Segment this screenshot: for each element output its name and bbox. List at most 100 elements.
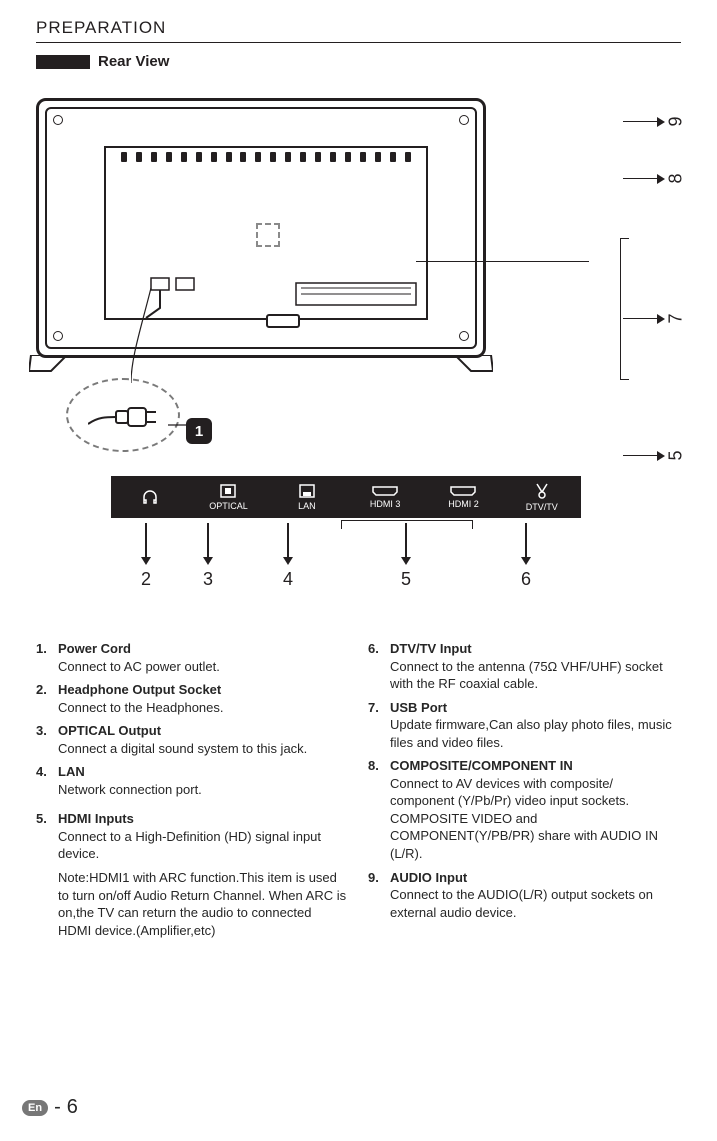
tv-frame xyxy=(36,98,486,358)
headphone-port xyxy=(111,488,189,507)
lan-icon xyxy=(299,484,315,498)
header-rule xyxy=(36,42,681,43)
bottom-port-bar: OPTICAL LAN HDMI 3 HDMI 2 DTV/TV xyxy=(111,476,581,518)
optical-port: OPTICAL xyxy=(189,484,267,511)
plug-icon xyxy=(88,400,158,435)
right-column: 6.DTV/TV InputConnect to the antenna (75… xyxy=(368,640,680,945)
leader-line xyxy=(416,261,589,262)
subheading-label: Rear View xyxy=(98,53,169,70)
hdmi2-port: HDMI 2 xyxy=(424,486,502,509)
item-title: DTV/TV Input xyxy=(390,640,472,658)
description-item: 5.HDMI InputsConnect to a High-Definitio… xyxy=(36,810,348,939)
item-desc: Connect to AV devices with composite/ co… xyxy=(390,775,680,863)
callout-number: 7 xyxy=(666,313,687,323)
item-desc: Connect to the antenna (75Ω VHF/UHF) soc… xyxy=(390,658,680,693)
item-desc: Update firmware,Can also play photo file… xyxy=(390,716,680,751)
description-columns: 1.Power CordConnect to AC power outlet.2… xyxy=(36,640,681,945)
item-title: OPTICAL Output xyxy=(58,722,161,740)
callout-number: 9 xyxy=(666,116,687,126)
item-title: Power Cord xyxy=(58,640,131,658)
item-number: 4. xyxy=(36,763,58,781)
port-label: LAN xyxy=(298,501,316,511)
bottom-callouts: 23456 xyxy=(111,523,581,583)
item-number: 7. xyxy=(368,699,390,717)
callout-arrow: 2 xyxy=(141,523,151,590)
subheading-bar xyxy=(36,55,90,69)
item-number: 9. xyxy=(368,869,390,887)
left-column: 1.Power CordConnect to AC power outlet.2… xyxy=(36,640,348,945)
port-label: OPTICAL xyxy=(209,501,248,511)
callout-arrow: 7 xyxy=(623,308,681,329)
hdmi-icon xyxy=(371,486,399,496)
callout-arrow: 6 xyxy=(521,523,531,590)
item-title: HDMI Inputs xyxy=(58,810,134,828)
item-desc: Connect a digital sound system to this j… xyxy=(58,740,348,758)
lan-port: LAN xyxy=(268,484,346,511)
description-item: 9.AUDIO InputConnect to the AUDIO(L/R) o… xyxy=(368,869,680,922)
description-item: 7.USB PortUpdate firmware,Can also play … xyxy=(368,699,680,752)
item-desc: Connect to the Headphones. xyxy=(58,699,348,717)
port-label: HDMI 2 xyxy=(448,499,479,509)
rear-view-diagram: 1 OPTICAL LAN HDMI 3 HDMI 2 xyxy=(36,78,681,598)
callout-arrow: 9 xyxy=(623,111,681,132)
item-number: 5. xyxy=(36,810,58,828)
description-item: 3.OPTICAL OutputConnect a digital sound … xyxy=(36,722,348,757)
item-number: 8. xyxy=(368,757,390,775)
callout-arrow: 5 xyxy=(401,523,411,590)
item-number: 3. xyxy=(36,722,58,740)
optical-icon xyxy=(220,484,236,498)
callout-number: 2 xyxy=(141,569,151,590)
dtvtv-port: DTV/TV xyxy=(503,483,581,512)
callout-arrow: 4 xyxy=(283,523,293,590)
port-label: HDMI 3 xyxy=(370,499,401,509)
hdmi3-port: HDMI 3 xyxy=(346,486,424,509)
callout-arrow: 5 xyxy=(623,445,681,466)
callout-number: 5 xyxy=(666,450,687,460)
foot-right-icon xyxy=(453,355,493,373)
headphone-icon xyxy=(141,488,159,504)
callout-number: 6 xyxy=(521,569,531,590)
page-footer: En - 6 xyxy=(22,1096,78,1119)
item-number: 1. xyxy=(36,640,58,658)
item-title: COMPOSITE/COMPONENT IN xyxy=(390,757,573,775)
callout-arrow: 3 xyxy=(203,523,213,590)
item-desc: Connect to AC power outlet. xyxy=(58,658,348,676)
screw-icon xyxy=(53,115,63,125)
callout-arrow: 8 xyxy=(623,168,681,189)
plug-callout xyxy=(66,378,180,452)
page: PREPARATION Rear View xyxy=(0,0,717,1141)
item-title: LAN xyxy=(58,763,85,781)
callout-badge-1: 1 xyxy=(186,418,212,444)
page-title: PREPARATION xyxy=(36,18,681,38)
antenna-icon xyxy=(534,483,550,499)
item-desc: Network connection port. xyxy=(58,781,348,799)
item-title: Headphone Output Socket xyxy=(58,681,221,699)
tv-rear xyxy=(36,98,486,388)
description-item: 2.Headphone Output SocketConnect to the … xyxy=(36,681,348,716)
foot-left-icon xyxy=(29,355,69,373)
description-item: 4.LANNetwork connection port. xyxy=(36,763,348,798)
hdmi-icon xyxy=(449,486,477,496)
hinge-icon xyxy=(266,314,300,328)
item-title: USB Port xyxy=(390,699,447,717)
footer-sep: - xyxy=(54,1096,61,1119)
callout-number: 3 xyxy=(203,569,213,590)
callout-number: 8 xyxy=(666,173,687,183)
item-number: 6. xyxy=(368,640,390,658)
description-item: 1.Power CordConnect to AC power outlet. xyxy=(36,640,348,675)
screw-icon xyxy=(53,331,63,341)
subheading: Rear View xyxy=(36,53,681,70)
description-item: 6.DTV/TV InputConnect to the antenna (75… xyxy=(368,640,680,693)
item-note: Note:HDMI1 with ARC function.This item i… xyxy=(58,869,348,939)
item-number: 2. xyxy=(36,681,58,699)
screw-icon xyxy=(459,331,469,341)
port-label: DTV/TV xyxy=(526,502,558,512)
item-title: AUDIO Input xyxy=(390,869,467,887)
lang-badge: En xyxy=(22,1100,48,1116)
callout-number: 5 xyxy=(401,569,411,590)
description-item: 8.COMPOSITE/COMPONENT INConnect to AV de… xyxy=(368,757,680,862)
page-number: 6 xyxy=(67,1096,78,1119)
side-callouts: 5 7 8 9 xyxy=(623,93,683,473)
callout-number: 4 xyxy=(283,569,293,590)
item-desc: Connect to a High-Definition (HD) signal… xyxy=(58,828,348,863)
